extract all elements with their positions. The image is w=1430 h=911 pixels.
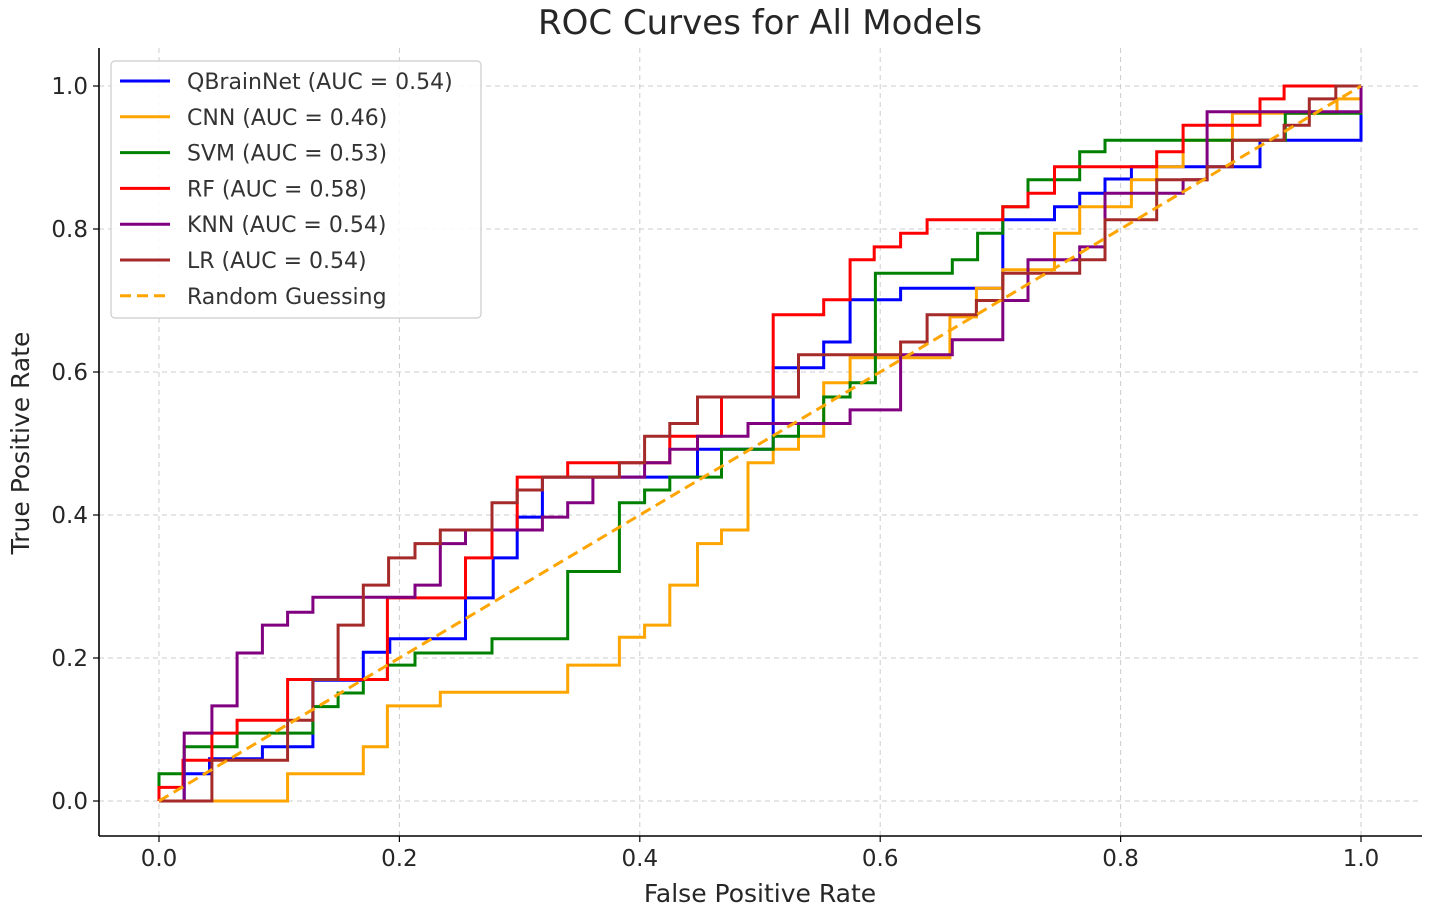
y-tick-label: 0.2 xyxy=(51,646,88,672)
y-tick-label: 0.6 xyxy=(51,360,88,386)
x-tick-label: 0.0 xyxy=(141,846,178,872)
series-line-lr xyxy=(159,84,1361,803)
legend-label: KNN (AUC = 0.54) xyxy=(187,213,386,238)
x-tick-label: 0.8 xyxy=(1102,846,1139,872)
chart-title: ROC Curves for All Models xyxy=(538,3,982,43)
legend-label: Random Guessing xyxy=(187,285,387,310)
x-axis-label: False Positive Rate xyxy=(644,879,876,908)
x-tick-label: 0.2 xyxy=(381,846,418,872)
y-tick-label: 0.8 xyxy=(51,217,88,243)
plot-area xyxy=(157,84,1363,803)
legend-box xyxy=(110,60,482,319)
x-tick-label: 0.6 xyxy=(862,846,899,872)
legend-label: QBrainNet (AUC = 0.54) xyxy=(187,70,453,95)
x-tick-label: 0.4 xyxy=(622,846,659,872)
y-tick-label: 1.0 xyxy=(51,74,88,100)
legend-label: CNN (AUC = 0.46) xyxy=(187,106,387,131)
legend-label: SVM (AUC = 0.53) xyxy=(187,142,387,167)
legend: QBrainNet (AUC = 0.54) CNN (AUC = 0.46) SV… xyxy=(110,60,482,319)
x-tick-label: 1.0 xyxy=(1343,846,1380,872)
legend-label: LR (AUC = 0.54) xyxy=(187,249,367,274)
series-line-random-guessing xyxy=(158,84,1362,803)
ticks: 0.0 0.2 0.4 0.6 0.8 1.0 0.0 0.2 0.4 0.6 0.8 1.0 xyxy=(51,74,1379,872)
y-tick-label: 0.4 xyxy=(51,503,88,529)
y-axis-label: True Positive Rate xyxy=(6,332,35,556)
legend-label: RF (AUC = 0.58) xyxy=(187,177,367,202)
series-line-rf xyxy=(157,84,1361,801)
y-tick-label: 0.0 xyxy=(51,789,88,815)
